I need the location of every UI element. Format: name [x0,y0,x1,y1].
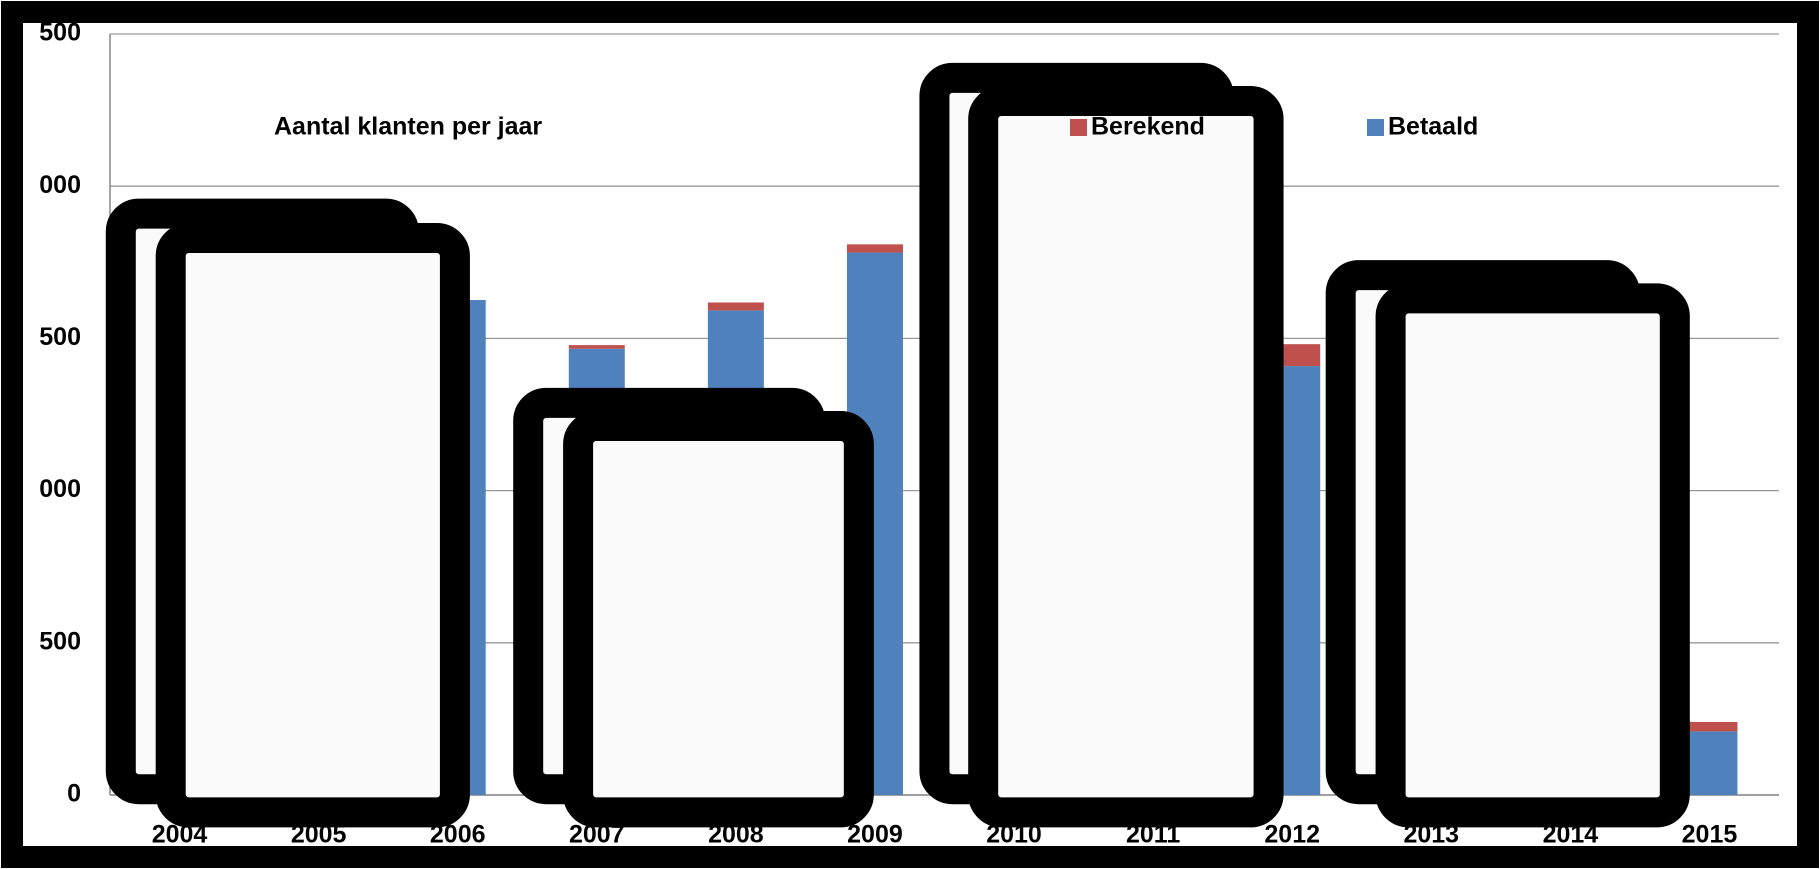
bar-segment [846,244,903,253]
bar-segment [1681,721,1738,732]
bar-segment [707,302,764,311]
y-tick-label: 000 [39,475,81,503]
x-tick-label: 2006 [430,821,486,849]
chart-title: Aantal klanten per jaar [274,113,542,141]
x-tick-label: 2011 [1126,821,1180,849]
bar-segment [1681,731,1738,795]
x-tick-label: 2010 [986,821,1042,849]
y-tick-label: 500 [39,627,81,655]
legend-label: Betaald [1388,113,1478,141]
y-tick-label: 500 [39,19,81,47]
x-tick-label: 2014 [1543,821,1599,849]
redactions [105,62,1690,828]
legend-label: Berekend [1091,113,1205,141]
x-tick-label: 2005 [291,821,347,849]
x-tick-label: 2015 [1682,821,1738,849]
x-tick-label: 2013 [1403,821,1459,849]
x-tick-label: 2008 [708,821,764,849]
legend-swatch [1367,119,1384,136]
redaction-box [1375,283,1690,828]
y-tick-label: 500 [39,323,81,351]
redaction-box [563,411,874,828]
bar-segment [568,345,625,349]
redaction-box [155,223,470,828]
x-tick-label: 2009 [847,821,903,849]
redaction-box [968,86,1284,828]
y-tick-label: 0 [67,780,81,808]
x-tick-label: 2004 [152,821,208,849]
x-tick-label: 2007 [569,821,625,849]
y-tick-label: 000 [39,171,81,199]
x-tick-label: 2012 [1264,821,1320,849]
legend-swatch [1070,119,1087,136]
